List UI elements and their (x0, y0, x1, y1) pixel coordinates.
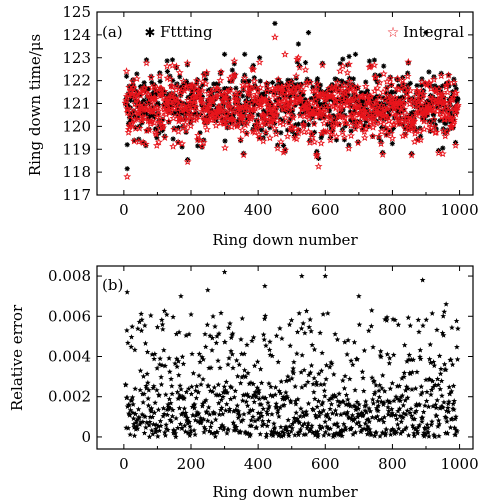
x-tick-label: 400 (244, 201, 273, 219)
y-tick-label: 0.008 (48, 267, 91, 285)
y-tick-label: 0.002 (48, 388, 91, 406)
y-tick-label: 0 (81, 428, 91, 446)
x-tick-label: 200 (177, 455, 206, 473)
panel-b-relative-error: 0 200 400 600 800 1000 0 0.002 0.004 0.006 0.008 (… (8, 265, 479, 501)
x-tick-label: 800 (378, 201, 407, 219)
x-tick-label: 600 (311, 201, 340, 219)
fitting-legend-marker: ✱ (145, 26, 156, 41)
panel-b-x-axis-title: Ring down number (212, 483, 358, 501)
panel-a-y-axis-title: Ring down time/μs (26, 34, 44, 176)
x-tick-label: 200 (177, 201, 206, 219)
integral-legend-label: Integral (403, 23, 464, 41)
x-tick-label: 1000 (440, 455, 478, 473)
panel-a-x-axis-title: Ring down number (212, 231, 358, 249)
y-tick-label: 124 (62, 26, 91, 44)
legend-integral: ☆ Integral (387, 23, 464, 41)
y-tick-label: 118 (62, 163, 91, 181)
x-tick-label: 400 (244, 455, 273, 473)
y-tick-label: 120 (62, 117, 91, 135)
panel-b-frame (96, 265, 474, 450)
y-tick-label: 121 (62, 95, 91, 113)
y-tick-label: 0.004 (48, 347, 91, 365)
x-tick-label: 600 (311, 455, 340, 473)
integral-series (121, 33, 462, 181)
integral-markers (121, 33, 462, 181)
relative-error-series (122, 269, 461, 440)
x-tick-label: 800 (378, 455, 407, 473)
relative-error-markers (122, 269, 461, 440)
panel-b-ticks: 0 200 400 600 800 1000 0 0.002 0.004 0.006 0.008 (48, 266, 479, 473)
fitting-legend-label: Fttting (160, 23, 213, 41)
y-tick-label: 0.006 (48, 307, 91, 325)
panel-b-y-axis-title: Relative error (8, 304, 26, 411)
y-tick-label: 125 (62, 3, 91, 21)
panel-b-tag: (b) (102, 276, 123, 294)
legend-fitting: ✱ Fttting (145, 23, 213, 41)
x-tick-label: 1000 (440, 201, 478, 219)
panel-a-ring-down-time: 0 200 400 600 800 1000 117 118 119 120 121 122 123 12… (26, 3, 479, 249)
y-tick-label: 122 (62, 72, 91, 90)
x-tick-label: 0 (119, 455, 129, 473)
y-tick-label: 119 (62, 140, 91, 158)
y-tick-label: 117 (62, 186, 91, 204)
panel-a-ticks: 0 200 400 600 800 1000 117 118 119 120 121 122 123 12… (62, 3, 478, 219)
panel-a-tag: (a) (102, 23, 123, 41)
y-tick-label: 123 (62, 49, 91, 67)
integral-legend-marker: ☆ (387, 25, 400, 41)
x-tick-label: 0 (119, 201, 129, 219)
